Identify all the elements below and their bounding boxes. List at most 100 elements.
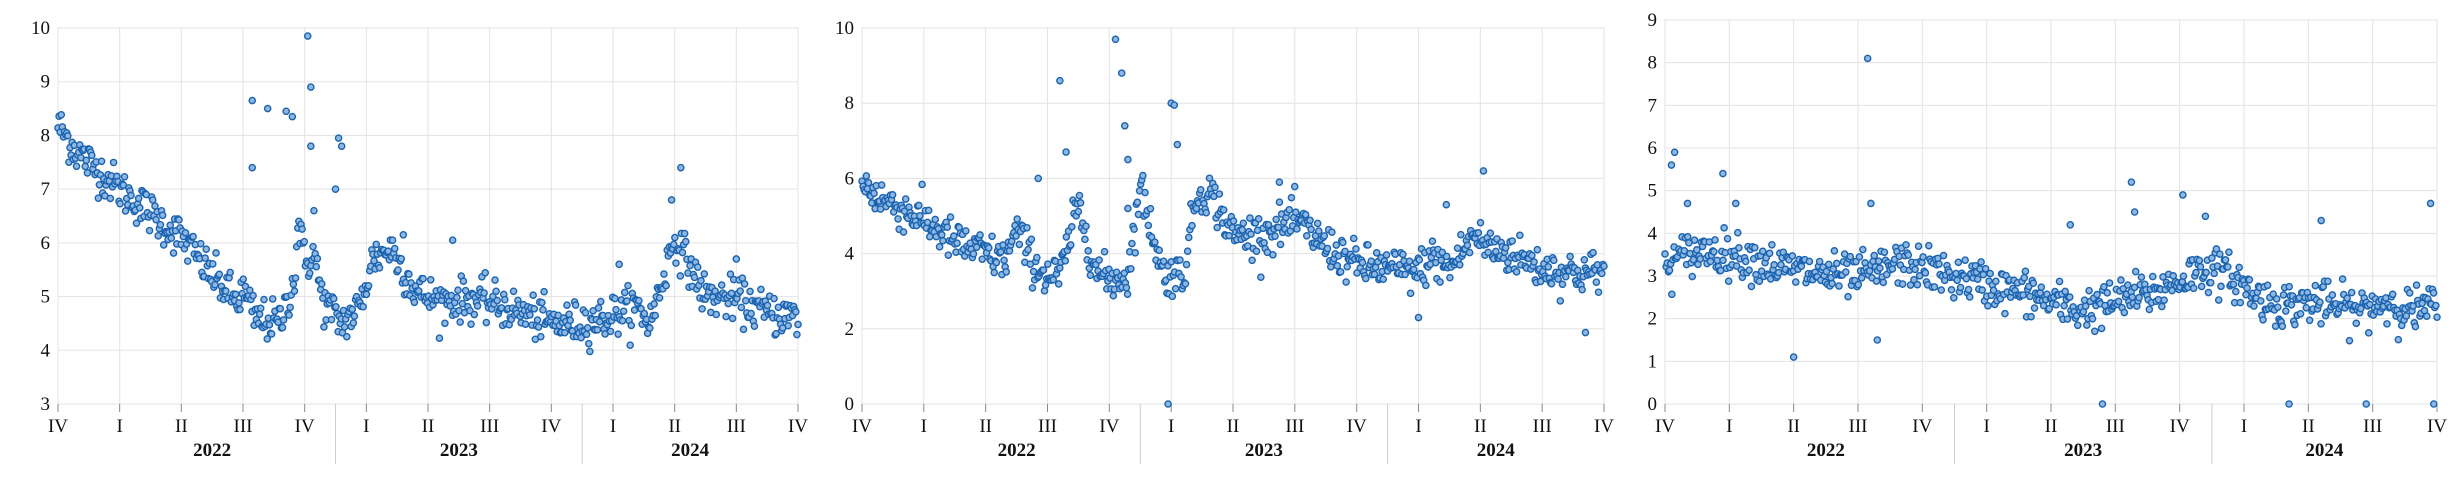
data-point	[1904, 251, 1913, 259]
data-point	[526, 311, 534, 319]
data-point	[1476, 218, 1485, 227]
data-point	[1947, 285, 1956, 294]
data-point	[736, 287, 745, 295]
series-points	[1661, 54, 2441, 408]
data-point	[2291, 320, 2299, 329]
y-tick-label: 10	[835, 18, 854, 39]
data-point	[419, 274, 427, 283]
data-point	[2362, 400, 2371, 408]
data-point	[1937, 286, 1946, 294]
data-point	[1034, 174, 1043, 183]
data-point	[286, 303, 294, 312]
data-point	[1274, 223, 1283, 232]
data-point	[533, 316, 542, 324]
data-point	[581, 309, 590, 317]
data-point	[1533, 245, 1542, 254]
data-point	[1828, 279, 1836, 288]
data-point	[492, 287, 500, 296]
data-point	[1181, 279, 1190, 288]
data-point	[441, 319, 449, 328]
data-point	[676, 272, 685, 280]
data-point	[953, 239, 961, 247]
data-point	[1066, 241, 1075, 249]
data-point	[984, 244, 993, 252]
data-point	[260, 295, 268, 304]
data-point	[426, 275, 435, 284]
y-tick-label: 8	[1648, 53, 1658, 74]
data-point	[1723, 234, 1732, 243]
data-point	[340, 323, 349, 331]
data-point	[1352, 245, 1360, 253]
data-point	[212, 249, 220, 257]
data-point	[521, 320, 530, 328]
data-point	[1367, 257, 1376, 265]
data-point	[969, 249, 978, 258]
quarter-label: III	[727, 416, 746, 437]
data-point	[2272, 295, 2281, 303]
data-point	[747, 309, 755, 318]
data-point	[2026, 292, 2034, 301]
data-point	[448, 236, 457, 244]
data-point	[1028, 284, 1037, 292]
quarter-label: IV	[2427, 416, 2447, 437]
data-point	[152, 215, 160, 224]
data-point	[2311, 281, 2320, 290]
quarter-label: I	[363, 416, 369, 437]
data-point	[1665, 266, 1674, 275]
data-point	[1041, 281, 1050, 289]
data-point	[1264, 221, 1273, 229]
data-point	[493, 296, 502, 305]
data-point	[278, 323, 287, 332]
data-point	[583, 324, 592, 332]
data-point	[2063, 315, 2072, 323]
data-point	[1830, 247, 1839, 255]
data-point	[1556, 297, 1565, 305]
data-point	[615, 260, 623, 269]
data-point	[862, 172, 871, 180]
data-point	[1007, 237, 1016, 246]
data-point	[2145, 305, 2154, 314]
data-point	[1872, 277, 1881, 285]
year-label: 2022	[998, 440, 1036, 461]
year-label: 2022	[1807, 440, 1845, 461]
data-point	[624, 281, 632, 290]
data-point	[1442, 252, 1451, 261]
data-point	[1879, 278, 1888, 287]
data-point	[1246, 214, 1254, 222]
data-point	[1349, 234, 1358, 243]
data-point	[1170, 101, 1179, 109]
quarter-label: I	[1415, 416, 1421, 437]
data-point	[1873, 336, 1882, 344]
data-point	[651, 311, 660, 320]
data-point	[2206, 278, 2215, 287]
data-point	[2429, 289, 2438, 297]
data-point	[1930, 283, 1939, 291]
data-point	[1770, 261, 1778, 269]
data-point	[1215, 190, 1224, 198]
data-point	[1049, 275, 1058, 284]
data-point	[1043, 260, 1052, 268]
data-point	[988, 232, 996, 241]
data-point	[1100, 247, 1109, 256]
quarter-label: II	[668, 416, 681, 437]
data-point	[1184, 233, 1193, 242]
data-point	[263, 335, 272, 343]
y-tick-label: 6	[1648, 138, 1658, 159]
data-point	[2343, 294, 2351, 303]
data-point	[2192, 268, 2200, 277]
data-point	[1133, 198, 1142, 207]
data-point	[1805, 257, 1814, 266]
year-label: 2024	[671, 440, 710, 461]
data-point	[1547, 279, 1556, 288]
data-point	[2338, 275, 2347, 283]
data-point	[1977, 258, 1985, 266]
data-point	[1880, 248, 1889, 257]
data-point	[563, 301, 571, 309]
data-point	[614, 330, 622, 338]
data-point	[1039, 266, 1048, 274]
y-tick-label: 4	[845, 244, 855, 265]
data-point	[2137, 273, 2146, 282]
y-tick-label: 9	[41, 72, 51, 93]
data-point	[491, 276, 499, 284]
